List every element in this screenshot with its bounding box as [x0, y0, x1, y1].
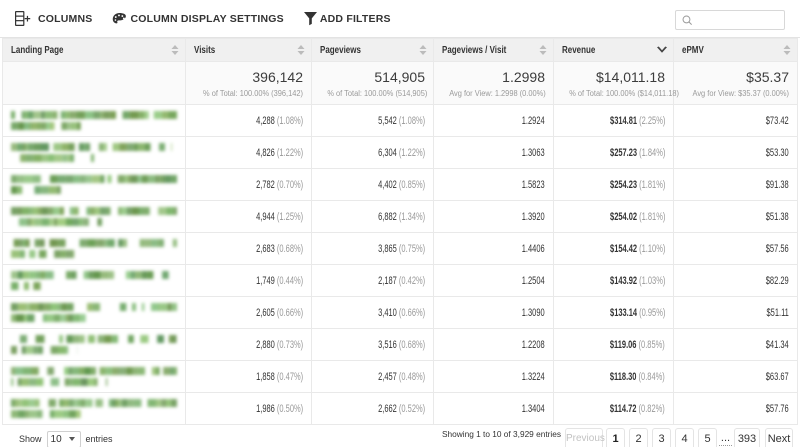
- svg-text:+: +: [24, 13, 31, 25]
